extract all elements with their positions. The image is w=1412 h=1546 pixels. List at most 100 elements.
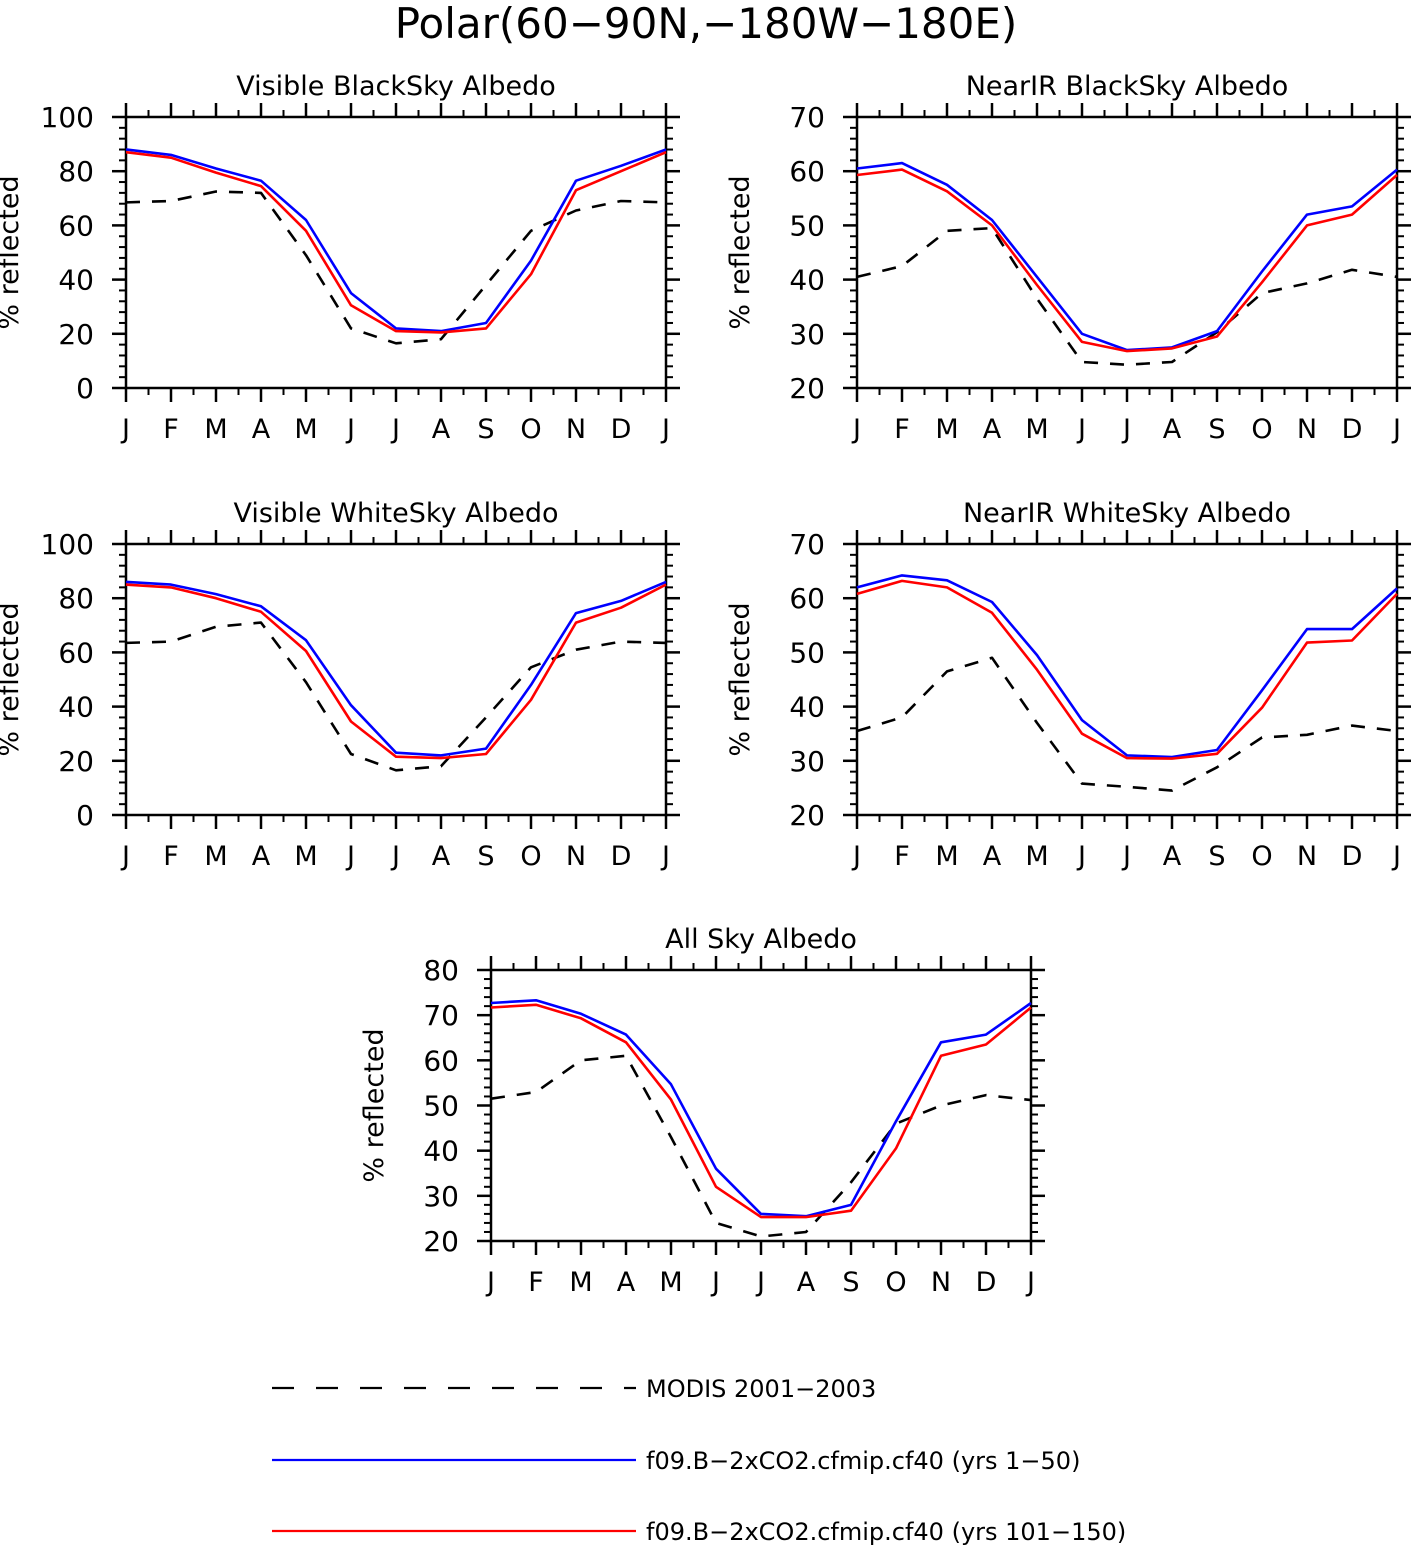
y-tick-label: 60 — [58, 636, 94, 669]
x-tick-label: F — [894, 414, 910, 445]
x-tick-label: S — [1208, 841, 1225, 872]
series-line-2 — [856, 574, 1398, 759]
chart-title: Visible BlackSky Albedo — [236, 71, 556, 102]
chart-title: All Sky Albedo — [665, 924, 857, 955]
x-tick-label: D — [976, 1267, 997, 1298]
legend: MODIS 2001−2003 f09.B−2xCO2.cfmip.cf40 (y… — [272, 1375, 1126, 1546]
x-tick-label: D — [1342, 841, 1363, 872]
y-tick-label: 60 — [423, 1044, 459, 1077]
panels: Visible BlackSky Albedo% reflectedJFMAMJ… — [0, 71, 1411, 1298]
x-tick-label: A — [983, 414, 1002, 445]
series-line-1 — [125, 621, 667, 772]
x-tick-label: S — [842, 1267, 859, 1298]
x-tick-label: A — [1163, 841, 1182, 872]
chart-panel-3: Visible WhiteSky Albedo% reflectedJFMAMJ… — [0, 498, 680, 872]
x-tick-label: N — [566, 841, 586, 872]
x-tick-label: J — [120, 841, 130, 872]
x-tick-label: S — [1208, 414, 1225, 445]
chart-title: NearIR BlackSky Albedo — [966, 71, 1289, 102]
y-tick-label: 30 — [789, 745, 825, 778]
plot-frame — [124, 115, 668, 390]
page-title: Polar(60−90N,−180W−180E) — [395, 0, 1018, 48]
x-tick-label: A — [252, 841, 271, 872]
y-tick-label: 70 — [789, 528, 825, 561]
x-tick-label: F — [163, 841, 179, 872]
series-line-3 — [856, 579, 1398, 760]
x-tick-label: M — [294, 414, 317, 445]
x-tick-label: J — [1076, 414, 1086, 445]
x-tick-label: M — [935, 414, 958, 445]
x-tick-label: M — [294, 841, 317, 872]
y-tick-label: 40 — [789, 691, 825, 724]
x-tick-label: J — [120, 414, 130, 445]
y-tick-label: 50 — [789, 209, 825, 242]
legend-label-2: f09.B−2xCO2.cfmip.cf40 (yrs 1−50) — [646, 1447, 1080, 1475]
y-tick-label: 20 — [58, 745, 94, 778]
y-tick-label: 60 — [789, 582, 825, 615]
x-tick-label: M — [569, 1267, 592, 1298]
y-tick-label: 40 — [423, 1135, 459, 1168]
x-tick-label: J — [485, 1267, 495, 1298]
series-line-2 — [125, 580, 667, 757]
x-tick-label: A — [432, 841, 451, 872]
y-tick-label: 50 — [423, 1090, 459, 1123]
plot-frame — [855, 115, 1399, 390]
series-line-3 — [856, 168, 1398, 353]
x-tick-label: A — [983, 841, 1002, 872]
y-tick-label: 50 — [789, 636, 825, 669]
y-tick-label: 100 — [41, 101, 94, 134]
x-tick-label: F — [894, 841, 910, 872]
x-tick-label: J — [755, 1267, 765, 1298]
chart-title: NearIR WhiteSky Albedo — [963, 498, 1291, 529]
x-tick-label: J — [1121, 414, 1131, 445]
y-tick-label: 100 — [41, 528, 94, 561]
x-tick-label: J — [1391, 841, 1401, 872]
y-axis-label: % reflected — [0, 175, 25, 329]
x-tick-label: O — [1251, 414, 1272, 445]
x-tick-label: O — [885, 1267, 906, 1298]
x-tick-label: S — [477, 414, 494, 445]
x-tick-label: F — [163, 414, 179, 445]
y-tick-label: 0 — [76, 372, 94, 405]
x-tick-label: M — [935, 841, 958, 872]
y-tick-label: 40 — [58, 264, 94, 297]
x-tick-label: A — [1163, 414, 1182, 445]
x-tick-label: A — [797, 1267, 816, 1298]
plot-frame — [124, 542, 668, 817]
y-tick-label: 20 — [789, 372, 825, 405]
x-tick-label: J — [1121, 841, 1131, 872]
series-line-2 — [125, 148, 667, 333]
y-tick-label: 20 — [58, 318, 94, 351]
series-line-1 — [856, 226, 1398, 367]
x-tick-label: J — [660, 414, 670, 445]
x-tick-label: N — [566, 414, 586, 445]
chart-panel-1: Visible BlackSky Albedo% reflectedJFMAMJ… — [0, 71, 680, 445]
x-tick-label: J — [1025, 1267, 1035, 1298]
x-tick-label: A — [432, 414, 451, 445]
series-line-2 — [490, 998, 1032, 1218]
y-tick-label: 70 — [789, 101, 825, 134]
x-tick-label: M — [204, 841, 227, 872]
x-tick-label: A — [252, 414, 271, 445]
x-tick-label: J — [390, 841, 400, 872]
series-line-2 — [856, 161, 1398, 352]
x-tick-label: J — [390, 414, 400, 445]
x-tick-label: O — [520, 414, 541, 445]
x-tick-label: O — [520, 841, 541, 872]
y-tick-label: 80 — [58, 155, 94, 188]
x-tick-label: D — [611, 841, 632, 872]
x-tick-label: F — [528, 1267, 544, 1298]
x-tick-label: D — [611, 414, 632, 445]
x-tick-label: J — [851, 841, 861, 872]
x-tick-label: D — [1342, 414, 1363, 445]
y-axis-label: % reflected — [725, 602, 756, 756]
y-tick-label: 30 — [789, 318, 825, 351]
x-tick-label: J — [345, 841, 355, 872]
x-tick-label: J — [710, 1267, 720, 1298]
plot-frame — [855, 542, 1399, 817]
y-tick-label: 80 — [58, 582, 94, 615]
x-tick-label: O — [1251, 841, 1272, 872]
chart-title: Visible WhiteSky Albedo — [233, 498, 558, 529]
